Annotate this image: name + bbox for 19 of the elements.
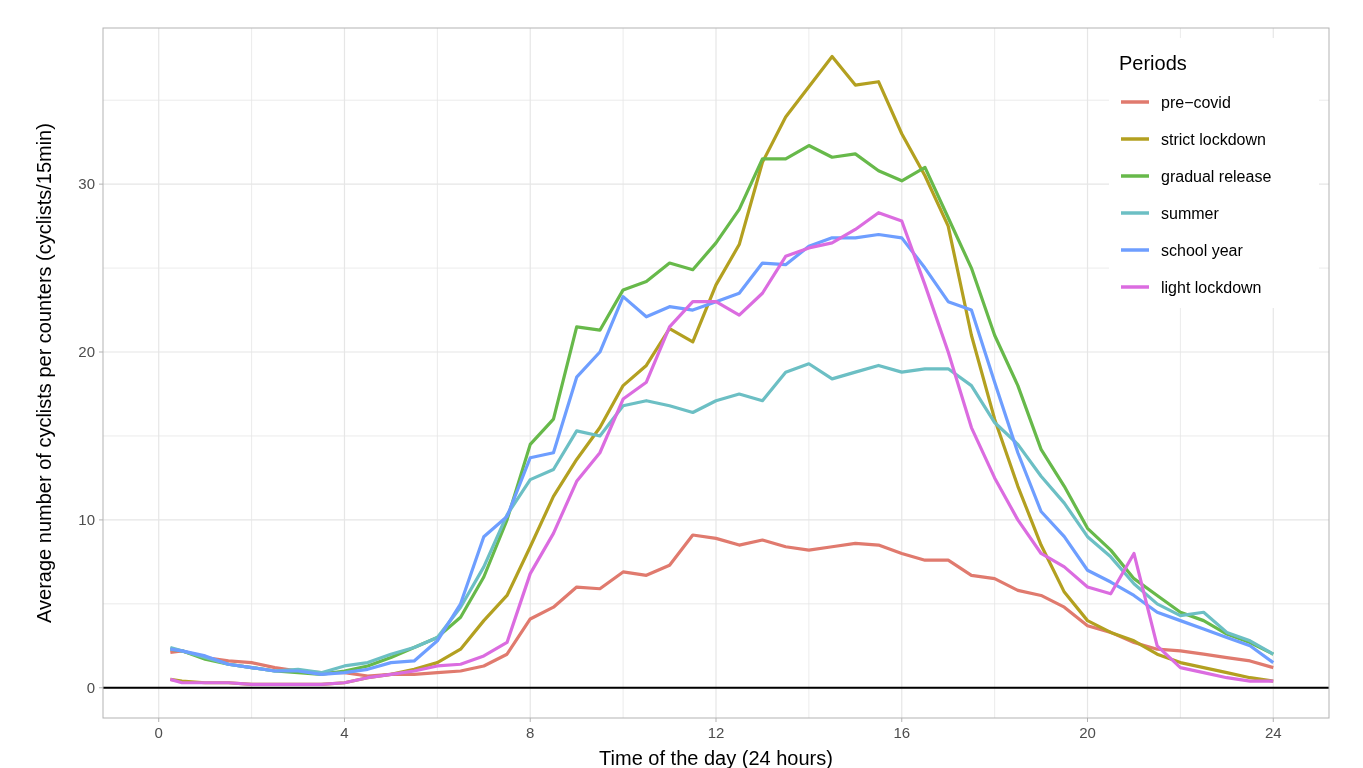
legend-label: gradual release bbox=[1161, 168, 1272, 185]
x-tick-label: 8 bbox=[526, 724, 535, 741]
x-tick-label: 20 bbox=[1079, 724, 1096, 741]
x-tick-label: 4 bbox=[340, 724, 349, 741]
x-tick-label: 12 bbox=[707, 724, 725, 741]
legend-label: light lockdown bbox=[1161, 279, 1262, 296]
legend-label: summer bbox=[1161, 205, 1220, 222]
y-tick-label: 10 bbox=[78, 510, 95, 528]
x-tick-label: 0 bbox=[154, 724, 163, 741]
legend-title: Periods bbox=[1119, 52, 1187, 74]
x-tick-label: 24 bbox=[1264, 724, 1282, 741]
y-tick-label: 30 bbox=[78, 175, 95, 193]
legend-label: school year bbox=[1161, 242, 1244, 259]
y-tick-label: 20 bbox=[78, 343, 95, 361]
x-tick-label: 16 bbox=[893, 724, 911, 741]
y-axis-title: Average number of cyclists per counters (cyclists/15min) bbox=[33, 123, 55, 623]
legend-label: pre−covid bbox=[1161, 94, 1231, 111]
y-tick-label: 0 bbox=[86, 678, 95, 696]
legend-label: strict lockdown bbox=[1161, 131, 1266, 148]
